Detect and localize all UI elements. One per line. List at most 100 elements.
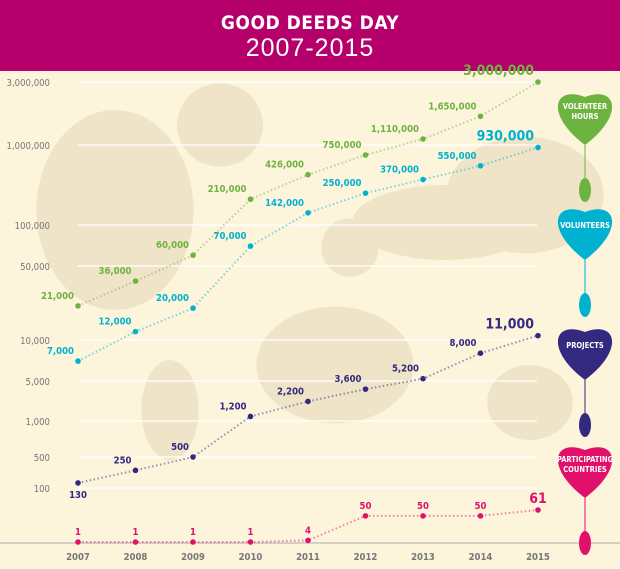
x-tick-label: 2009 [181, 552, 205, 563]
data-label: 1 [190, 527, 196, 538]
data-point [132, 278, 139, 284]
heart-icon [557, 94, 613, 145]
data-label: 130 [69, 490, 87, 501]
x-tick-label: 2010 [239, 552, 263, 563]
data-label: 60,000 [156, 240, 189, 251]
data-point [477, 162, 484, 169]
data-label: 550,000 [438, 151, 477, 162]
data-label: 250,000 [323, 178, 362, 189]
data-point [190, 305, 196, 311]
data-label: 250 [114, 455, 132, 466]
data-label: 50 [475, 501, 487, 512]
y-tick-label: 500 [34, 453, 50, 464]
data-point [305, 537, 311, 544]
person-silhouette-icon [579, 178, 591, 202]
data-label: 3,600 [334, 374, 361, 385]
legend-label: COUNTRIES [563, 465, 607, 474]
data-point [535, 144, 541, 151]
x-tick-label: 2015 [526, 552, 550, 563]
y-tick-label: 1,000,000 [7, 141, 50, 152]
data-point [420, 176, 426, 183]
series-participating-countries: 1 1 1 1 4 50 50 50 61 [75, 491, 547, 545]
person-silhouette-icon [579, 531, 591, 555]
data-label: 1 [248, 527, 254, 538]
data-point [75, 303, 81, 309]
data-point [535, 79, 541, 85]
data-label: 20,000 [156, 293, 189, 304]
data-label: 5,200 [392, 364, 419, 375]
data-point [535, 507, 541, 513]
data-label: 500 [171, 442, 189, 453]
data-point [477, 350, 484, 356]
data-label: 750,000 [323, 140, 362, 151]
data-label: 12,000 [99, 317, 132, 328]
data-point [132, 328, 139, 335]
data-label: 50 [417, 501, 429, 512]
y-tick-label: 50,000 [20, 262, 50, 273]
data-label: 2,200 [277, 386, 304, 397]
legend-label: PARTICIPATING [557, 455, 614, 464]
data-label: 4 [305, 525, 311, 536]
data-label: 1,200 [219, 401, 246, 412]
data-label: 370,000 [380, 165, 419, 176]
header: GOOD DEEDS DAY 2007-2015 [0, 0, 620, 71]
data-label: 1,110,000 [371, 124, 419, 135]
map-shape [256, 306, 414, 424]
data-label: 8,000 [449, 338, 476, 349]
data-point [75, 539, 81, 545]
x-tick-label: 2007 [66, 552, 90, 563]
data-label: 1,650,000 [428, 101, 476, 112]
subtitle: 2007-2015 [245, 34, 375, 62]
y-tick-label: 10,000 [20, 336, 50, 347]
series-line [78, 509, 539, 543]
series-projects: 130 250 500 1,200 2,200 3,600 5,200 8,000 11,000 [69, 317, 541, 501]
data-label: 50 [360, 501, 372, 512]
x-tick-label: 2011 [296, 552, 320, 563]
data-point [362, 190, 369, 196]
legend-label: VOLUNTEERS [560, 221, 610, 230]
legend-balloon: VOLUNTEERS [557, 209, 613, 317]
data-label: 3,000,000 [463, 63, 534, 79]
data-label: 930,000 [477, 129, 535, 145]
map-shape [487, 365, 573, 440]
data-point [247, 243, 254, 249]
legend-label: PROJECTS [566, 341, 604, 350]
y-tick-label: 100 [34, 484, 50, 495]
person-silhouette-icon [579, 293, 591, 317]
data-point [420, 136, 426, 142]
data-point [305, 210, 311, 216]
y-tick-label: 1,000 [26, 417, 50, 428]
map-shape [177, 83, 263, 167]
y-tick-label: 100,000 [15, 221, 50, 232]
data-label: 1 [75, 527, 81, 538]
data-label: 11,000 [485, 317, 534, 333]
series-volunteers: 7,000 12,000 20,000 70,000 142,000 250,000 370… [47, 129, 541, 364]
data-point [132, 467, 139, 474]
data-label: 210,000 [208, 184, 247, 195]
data-point [247, 539, 254, 545]
x-tick-label: 2012 [354, 552, 378, 563]
data-point [305, 398, 311, 405]
data-point [247, 413, 254, 420]
x-tick-label: 2008 [124, 552, 148, 563]
data-point [535, 332, 541, 339]
data-label: 21,000 [41, 291, 74, 302]
data-point [420, 375, 426, 382]
data-point [420, 513, 426, 519]
y-tick-label: 5,000 [26, 377, 50, 388]
data-point [477, 113, 484, 120]
person-silhouette-icon [579, 413, 591, 437]
series-line [77, 146, 539, 362]
data-point [190, 539, 196, 545]
data-point [305, 171, 311, 178]
data-point [477, 513, 484, 519]
data-point [132, 539, 139, 545]
data-label: 142,000 [265, 198, 304, 209]
legend-label: VOLENTEER [563, 102, 608, 111]
heart-icon [557, 447, 613, 498]
heart-icon [557, 209, 613, 260]
data-point [75, 480, 81, 486]
